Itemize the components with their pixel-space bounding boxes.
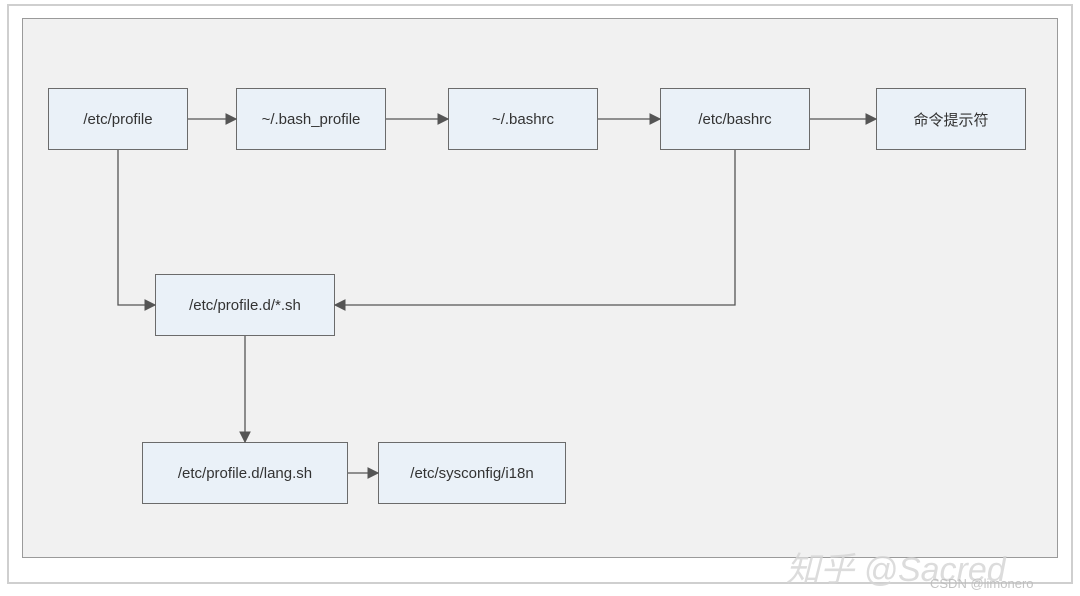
node-n1: /etc/profile bbox=[48, 88, 188, 150]
node-n4: /etc/bashrc bbox=[660, 88, 810, 150]
node-n8: /etc/sysconfig/i18n bbox=[378, 442, 566, 504]
node-n3: ~/.bashrc bbox=[448, 88, 598, 150]
node-n7: /etc/profile.d/lang.sh bbox=[142, 442, 348, 504]
node-n6: /etc/profile.d/*.sh bbox=[155, 274, 335, 336]
node-n2: ~/.bash_profile bbox=[236, 88, 386, 150]
node-n5: 命令提示符 bbox=[876, 88, 1026, 150]
